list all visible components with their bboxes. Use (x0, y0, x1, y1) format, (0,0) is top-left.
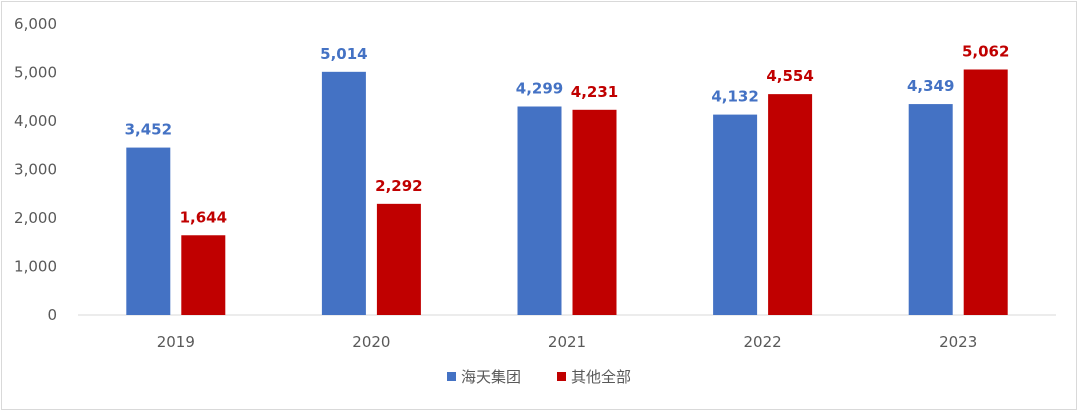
bar-series1 (517, 106, 562, 315)
bar-series2 (963, 69, 1008, 315)
data-label: 4,554 (766, 67, 813, 85)
bar-series2 (181, 235, 226, 315)
y-axis-tick-labels: 0 1,000 2,000 3,000 4,000 5,000 6,000 (14, 15, 57, 324)
data-label: 2,292 (375, 177, 422, 195)
legend-swatch (447, 372, 456, 381)
x-tick-label: 2021 (548, 333, 586, 351)
bar-series1 (908, 104, 953, 315)
x-tick-label: 2023 (939, 333, 977, 351)
y-tick-label: 0 (47, 306, 57, 324)
x-tick-label: 2019 (157, 333, 195, 351)
bar-series2 (376, 203, 421, 315)
data-label: 4,231 (571, 83, 618, 101)
legend-swatch (557, 372, 566, 381)
data-label: 3,452 (125, 121, 172, 139)
y-tick-label: 5,000 (14, 64, 57, 82)
bar-series2 (572, 109, 617, 315)
legend-label: 海天集团 (461, 368, 521, 386)
y-tick-label: 1,000 (14, 258, 57, 276)
bar-series2 (768, 94, 813, 315)
bar-series1 (126, 147, 171, 315)
data-labels-group: 3,452 1,644 5,014 2,292 4,299 4,231 4,132 4,554… (125, 42, 1010, 226)
y-tick-label: 6,000 (14, 15, 57, 33)
y-tick-label: 3,000 (14, 161, 57, 179)
legend-label: 其他全部 (571, 368, 631, 386)
data-label: 4,349 (907, 77, 954, 95)
legend: 海天集团 其他全部 (447, 368, 631, 386)
bar-series1 (321, 71, 366, 315)
y-tick-label: 2,000 (14, 209, 57, 227)
bars-group (126, 69, 1008, 316)
x-tick-label: 2022 (744, 333, 782, 351)
bar-series1 (713, 114, 758, 316)
x-tick-label: 2020 (352, 333, 390, 351)
x-axis-tick-labels: 2019 2020 2021 2022 2023 (157, 333, 978, 351)
data-label: 4,299 (516, 79, 563, 97)
data-label: 5,062 (962, 42, 1009, 60)
data-label: 5,014 (320, 45, 367, 63)
y-tick-label: 4,000 (14, 112, 57, 130)
data-label: 4,132 (711, 88, 758, 106)
data-label: 1,644 (180, 208, 227, 226)
